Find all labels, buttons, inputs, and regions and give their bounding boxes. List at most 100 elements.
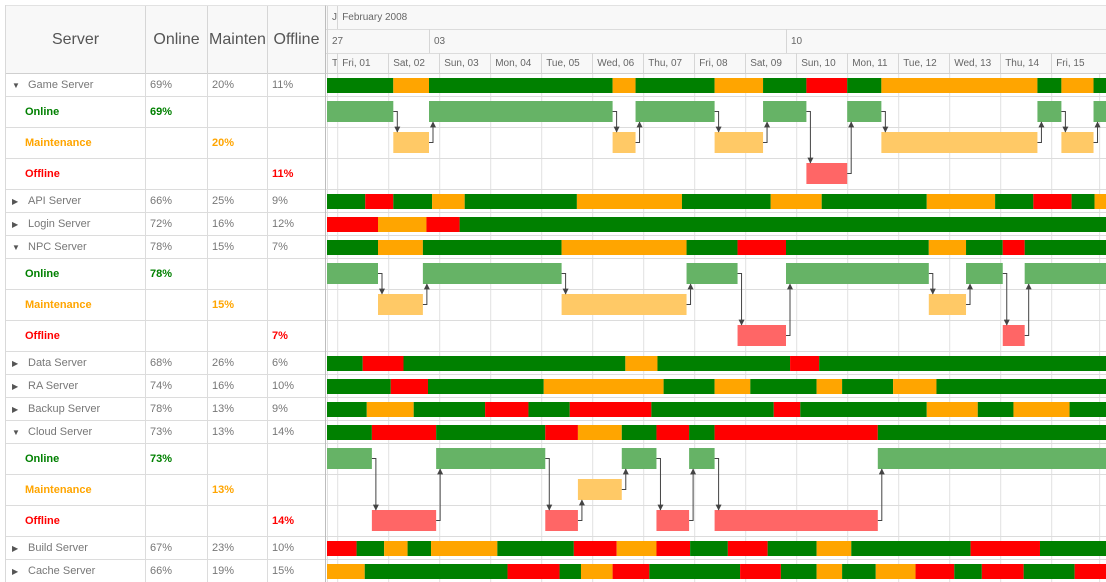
dependency-arrow (429, 121, 436, 143)
dependency-arrow (393, 111, 401, 133)
server-row[interactable]: ▶ Data Server 68% 26% 6% (6, 352, 325, 375)
column-header-server[interactable]: Server (6, 6, 146, 74)
timeline-bar-online (842, 379, 894, 394)
column-header-offline[interactable]: Offline (268, 6, 325, 74)
server-name-cell: ▶ Data Server (6, 352, 146, 374)
server-name: NPC Server (28, 241, 87, 253)
expanded-caret-icon[interactable]: ▼ (12, 427, 20, 437)
collapsed-caret-icon[interactable]: ▶ (12, 358, 19, 368)
timeline-bar-maintenance (816, 541, 852, 556)
server-name: Backup Server (28, 403, 101, 415)
timeline-bar-online (977, 402, 1014, 417)
server-row[interactable]: ▶ Backup Server 78% 13% 9% (6, 398, 325, 421)
timeline-bar-online (407, 541, 432, 556)
status-row[interactable]: Online 73% (6, 444, 325, 475)
server-row[interactable]: ▼ Cloud Server 73% 13% 14% (6, 421, 325, 444)
timeline-bar-maintenance (432, 194, 465, 209)
offline-percent: 15% (268, 560, 325, 582)
collapsed-caret-icon[interactable]: ▶ (12, 381, 19, 391)
expanded-caret-icon[interactable]: ▼ (12, 242, 20, 252)
timeline-bar-maintenance (816, 379, 843, 394)
online-percent-text: 73% (150, 426, 173, 438)
collapsed-caret-icon[interactable]: ▶ (12, 219, 19, 229)
server-row[interactable]: ▶ API Server 66% 25% 9% (6, 190, 325, 213)
timeline-bar-online (954, 564, 982, 579)
empty-cell (268, 128, 325, 158)
day-header-cell: Sat, 02 (388, 53, 439, 73)
status-row[interactable]: Maintenance 15% (6, 290, 325, 321)
timeline-bar-maintenance (770, 194, 822, 209)
week-header-cell: 03 (429, 29, 786, 53)
maintenance-percent: 15% (208, 236, 268, 258)
dependency-arrow (877, 468, 885, 521)
timeline-bar-online (327, 402, 367, 417)
day-header-cell: Sat, 09 (745, 53, 796, 73)
status-row[interactable]: Maintenance 13% (6, 475, 325, 506)
day-header-cell: Wed, 13 (949, 53, 1000, 73)
empty-cell (146, 290, 208, 320)
status-name-text: Maintenance (25, 484, 92, 496)
status-row[interactable]: Offline 7% (6, 321, 325, 352)
timeline-bar-online (327, 194, 366, 209)
empty-cell (268, 259, 325, 289)
timeline-bar-online (559, 564, 581, 579)
collapsed-caret-icon[interactable]: ▶ (12, 543, 19, 553)
timeline-bar-offline (806, 78, 848, 93)
status-row[interactable]: Online 78% (6, 259, 325, 290)
server-row[interactable]: ▼ Game Server 69% 20% 11% (6, 74, 325, 97)
timeline-task-online (621, 448, 657, 469)
status-name-text: Online (25, 268, 60, 280)
offline-percent: 9% (268, 398, 325, 420)
server-row[interactable]: ▶ Login Server 72% 16% 12% (6, 213, 325, 236)
offline-percent-text: 14% (272, 426, 295, 438)
column-header-online[interactable]: Online (146, 6, 208, 74)
online-percent: 69% (146, 74, 208, 96)
timeline-task-online (429, 101, 613, 122)
server-row[interactable]: ▶ Build Server 67% 23% 10% (6, 537, 325, 560)
maintenance-percent-text: 16% (212, 380, 235, 392)
status-row[interactable]: Offline 11% (6, 159, 325, 190)
collapsed-caret-icon[interactable]: ▶ (12, 566, 19, 576)
timeline-bar-online (621, 425, 657, 440)
timeline-bar-online (800, 402, 927, 417)
timeline-bar-maintenance (714, 78, 764, 93)
server-name: RA Server (28, 380, 79, 392)
server-name-cell: ▼ Game Server (6, 74, 146, 96)
status-percent-text: 20% (212, 137, 235, 149)
offline-percent: 6% (268, 352, 325, 374)
collapsed-caret-icon[interactable]: ▶ (12, 404, 19, 414)
expanded-caret-icon[interactable]: ▼ (12, 80, 20, 90)
online-percent: 72% (146, 213, 208, 235)
server-row[interactable]: ▶ Cache Server 66% 19% 15% (6, 560, 325, 582)
day-header-cell: Mon, 11 (847, 53, 898, 73)
server-row[interactable]: ▶ RA Server 74% 16% 10% (6, 375, 325, 398)
timeline-bar-maintenance (1094, 194, 1106, 209)
timeline-bar-maintenance (378, 240, 423, 255)
timeline-bar-maintenance (893, 379, 937, 394)
timeline-bar-online (689, 425, 715, 440)
timeline-bar-online (429, 78, 613, 93)
status-row[interactable]: Online 69% (6, 97, 325, 128)
column-header-maintenance[interactable]: Mainten (208, 6, 268, 74)
status-row[interactable]: Offline 14% (6, 506, 325, 537)
day-header-cell: Fri, 01 (337, 53, 388, 73)
day-header-cell: Tue, 12 (898, 53, 949, 73)
timeline-task-maintenance (577, 479, 622, 500)
status-row[interactable]: Maintenance 20% (6, 128, 325, 159)
timeline-task-online (327, 263, 378, 284)
online-percent: 78% (146, 236, 208, 258)
timeline-task-online (635, 101, 715, 122)
timeline-bar-online (767, 541, 817, 556)
status-percent-text: 73% (150, 453, 173, 465)
online-percent-text: 66% (150, 565, 173, 577)
timeline-bar-offline (714, 425, 878, 440)
timeline-canvas (326, 74, 1106, 582)
server-name: Build Server (28, 542, 88, 554)
collapsed-caret-icon[interactable]: ▶ (12, 196, 19, 206)
dependency-arrow (656, 458, 664, 511)
dependency-arrow (612, 111, 620, 133)
timeline-task-maintenance (561, 294, 687, 315)
server-row[interactable]: ▼ NPC Server 78% 15% 7% (6, 236, 325, 259)
timeline-bar-online (327, 379, 391, 394)
